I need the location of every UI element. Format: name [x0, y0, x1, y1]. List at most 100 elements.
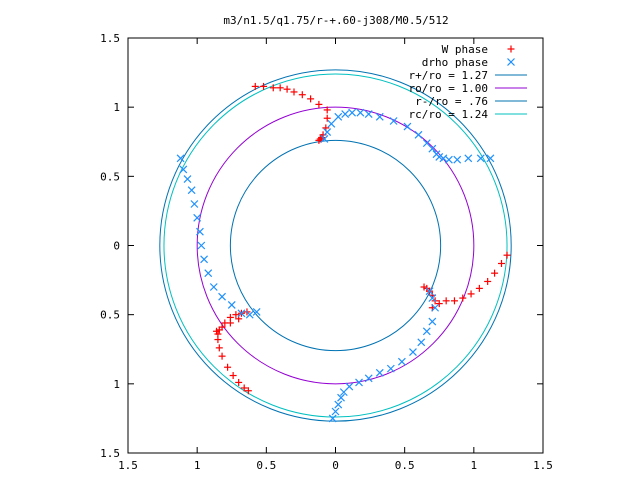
data-point: [209, 283, 218, 291]
data-point: [323, 106, 331, 114]
data-point: [364, 374, 373, 383]
data-point: [442, 297, 450, 305]
data-point: [316, 135, 324, 143]
data-point: [364, 110, 373, 119]
legend-marker: [507, 58, 515, 66]
y-tick-label: 0.5: [100, 309, 120, 322]
data-point: [276, 84, 284, 92]
data-point: [320, 135, 329, 143]
data-point: [425, 287, 434, 296]
data-point: [337, 393, 345, 402]
data-point: [224, 363, 232, 371]
data-point: [422, 327, 431, 336]
data-point: [244, 387, 252, 395]
circle-2: [196, 106, 475, 385]
data-point: [298, 91, 306, 99]
data-point: [218, 323, 226, 331]
data-point: [323, 128, 332, 136]
data-point: [237, 309, 246, 318]
chart-title: m3/n1.5/q1.75/r-+.60-j308/M0.5/512: [223, 14, 448, 27]
data-point: [283, 85, 291, 93]
x-tick-label: 0: [332, 459, 339, 472]
data-point: [428, 294, 437, 302]
y-tick-label: 1: [113, 101, 120, 114]
data-point: [218, 352, 226, 360]
data-point: [459, 294, 467, 302]
data-point: [331, 407, 340, 416]
data-point: [356, 108, 365, 117]
data-point: [315, 100, 323, 108]
data-point: [397, 357, 406, 366]
data-point: [252, 307, 261, 316]
x-tick-label: 1.5: [118, 459, 138, 472]
data-point: [323, 114, 331, 122]
data-point: [467, 290, 475, 298]
legend-label: drho phase: [422, 56, 488, 69]
data-point: [334, 112, 343, 121]
data-point: [417, 338, 426, 347]
circle-3: [229, 139, 442, 352]
data-point: [491, 269, 499, 277]
x-tick-label: 0.5: [395, 459, 415, 472]
data-point: [475, 284, 483, 292]
x-tick-label: 1.5: [533, 459, 553, 472]
data-point: [315, 136, 323, 144]
legend-label: ro/ro = 1.00: [409, 82, 488, 95]
data-point: [348, 108, 357, 117]
data-point: [213, 327, 221, 335]
data-point: [200, 255, 209, 264]
data-point: [355, 378, 363, 387]
legend-label: rc/ro = 1.24: [409, 108, 489, 121]
x-axis: 1.5 1 0.5 0 0.5 1 1.5: [118, 38, 553, 472]
legend-marker: [507, 45, 515, 53]
data-point: [450, 297, 458, 305]
y-tick-label: 1: [113, 378, 120, 391]
data-point: [204, 269, 213, 278]
x-tick-label: 1: [471, 459, 478, 472]
data-point: [240, 384, 248, 392]
data-point: [260, 82, 268, 90]
data-point: [176, 154, 185, 163]
y-tick-label: 1.5: [100, 32, 120, 45]
data-point: [290, 88, 298, 96]
series-2: [176, 108, 495, 423]
data-point: [420, 283, 428, 291]
data-point: [389, 117, 398, 125]
legend-label: r-/ro = .76: [415, 95, 488, 108]
data-point: [453, 155, 462, 164]
data-point: [428, 144, 437, 153]
data-point: [403, 122, 412, 131]
data-point: [196, 227, 204, 236]
legend-label: r+/ro = 1.27: [409, 69, 488, 82]
data-point: [375, 112, 384, 121]
data-point: [215, 344, 223, 352]
x-tick-label: 0.5: [256, 459, 276, 472]
data-point: [183, 175, 192, 184]
data-point: [484, 277, 492, 285]
data-point: [476, 154, 485, 163]
data-point: [227, 301, 236, 309]
y-tick-label: 0.5: [100, 170, 120, 183]
legend-label: W phase: [442, 43, 488, 56]
data-point: [187, 186, 196, 195]
data-point: [197, 241, 206, 250]
data-point: [307, 95, 315, 103]
data-markers: [176, 82, 511, 423]
data-point: [435, 300, 443, 308]
data-point: [464, 154, 473, 163]
data-point: [428, 317, 437, 326]
data-point: [409, 348, 417, 356]
data-point: [503, 251, 511, 259]
data-point: [226, 319, 234, 327]
data-point: [486, 154, 495, 163]
y-axis: 1.5 1 0.5 0 0.5 1 1.5: [100, 32, 543, 460]
x-tick-label: 1: [194, 459, 201, 472]
data-point: [190, 200, 199, 208]
data-point: [375, 368, 384, 377]
data-point: [251, 82, 259, 90]
y-tick-label: 0: [113, 240, 120, 253]
data-point: [235, 378, 243, 386]
